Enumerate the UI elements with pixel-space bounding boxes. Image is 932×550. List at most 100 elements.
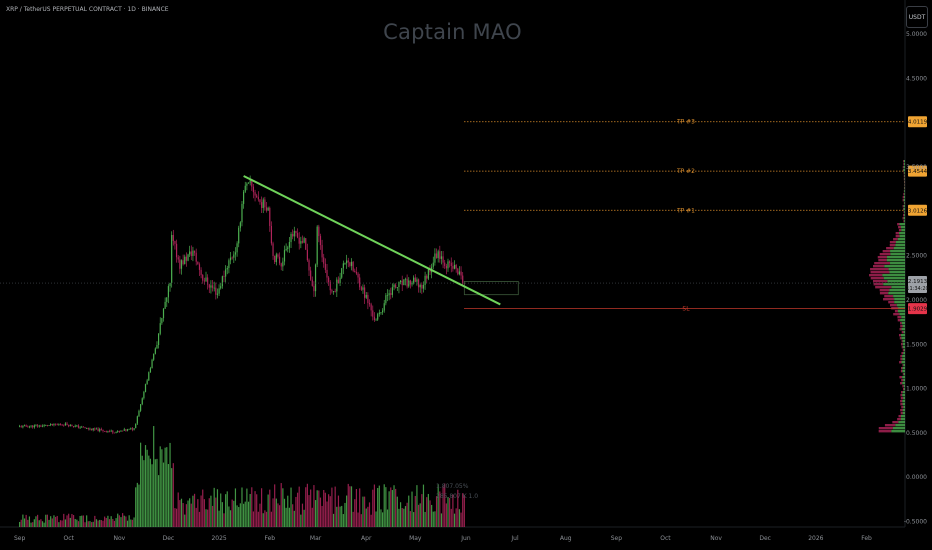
- volume-bar: [287, 495, 289, 527]
- price-tick-label: 4.5000: [906, 76, 927, 83]
- profile-bar-buy: [894, 301, 905, 304]
- candle-body: [246, 183, 248, 186]
- profile-bar-buy: [889, 271, 905, 274]
- candle-body: [66, 423, 68, 426]
- volume-bar: [442, 486, 444, 527]
- profile-bar-buy: [903, 169, 905, 172]
- volume-bar: [409, 511, 411, 527]
- profile-bar-buy: [901, 229, 905, 232]
- candle-body: [131, 428, 134, 430]
- volume-bar: [426, 497, 428, 527]
- candle-body: [48, 425, 50, 426]
- volume-bar: [169, 442, 171, 527]
- candle-body: [77, 425, 80, 428]
- profile-bar-sell: [900, 367, 903, 370]
- volume-bar: [352, 511, 354, 527]
- candle-body: [251, 180, 253, 187]
- time-tick-label: 2025: [211, 535, 226, 542]
- volume-bar: [308, 495, 310, 527]
- volume-bar: [174, 508, 176, 527]
- candle-body: [182, 260, 184, 265]
- profile-bar-sell: [902, 208, 904, 211]
- candle-body: [323, 257, 325, 264]
- volume-bar: [386, 509, 389, 527]
- time-axis: Sep Oct Nov Dec 2025 Feb Mar Apr May Jun Jul Aug Sep…: [14, 535, 872, 542]
- price-tick-label: -0.5000: [904, 519, 927, 526]
- volume-bar: [437, 484, 439, 527]
- profile-bar-sell: [903, 163, 905, 166]
- volume-bar: [63, 513, 65, 527]
- volume-bar: [398, 508, 400, 527]
- candle-body: [434, 253, 436, 263]
- candle-body: [364, 287, 366, 298]
- current-price-badge: [908, 276, 927, 294]
- candle-body: [151, 359, 153, 369]
- volume-bar: [185, 504, 187, 527]
- level-label: TP #3: [676, 119, 695, 126]
- volume-bar: [74, 518, 76, 527]
- candle-body: [97, 428, 99, 432]
- volume-bar: [43, 522, 45, 527]
- profile-bar-buy: [899, 223, 905, 226]
- volume-bar: [293, 510, 295, 527]
- profile-bar-buy: [891, 430, 905, 433]
- profile-bar-buy: [886, 259, 905, 262]
- candle-body: [368, 302, 371, 305]
- candle-body: [355, 271, 358, 274]
- candle-body: [396, 287, 398, 288]
- volume-bar: [439, 491, 441, 527]
- candle-body: [308, 260, 310, 271]
- volume-bar: [429, 500, 431, 527]
- profile-bar-buy: [904, 175, 905, 178]
- candle-body: [200, 269, 202, 275]
- candle-body: [51, 423, 53, 426]
- profile-bar-sell: [902, 364, 904, 367]
- profile-bar-sell: [892, 421, 899, 424]
- volume-bar: [257, 511, 259, 527]
- candle-body: [383, 303, 385, 311]
- volume-bar: [404, 506, 407, 527]
- candle-body: [305, 238, 307, 250]
- profile-bar-sell: [872, 280, 888, 283]
- candle-body: [112, 430, 114, 433]
- volume-bar: [381, 512, 384, 527]
- volume-bar: [383, 484, 385, 527]
- volume-bar: [254, 491, 256, 527]
- volume-bar: [200, 495, 202, 527]
- candle-body: [120, 430, 122, 432]
- volume-bar: [153, 426, 155, 527]
- profile-bar-buy: [904, 193, 905, 196]
- candle-body: [22, 425, 24, 428]
- profile-bar-sell: [897, 223, 900, 226]
- volume-bar: [213, 487, 215, 527]
- volume-bar: [33, 519, 35, 527]
- time-tick-label: Jul: [510, 535, 519, 542]
- profile-bar-buy: [904, 187, 905, 190]
- volume-bar: [283, 498, 286, 527]
- profile-bar-buy: [903, 373, 905, 376]
- volume-bar: [416, 485, 418, 527]
- volume-bar: [274, 484, 276, 527]
- profile-bar-sell: [878, 430, 892, 433]
- volume-bar: [346, 495, 348, 527]
- candle-body: [213, 287, 215, 289]
- volume-bar: [310, 489, 312, 527]
- volume-bar: [463, 495, 465, 527]
- candle-body: [104, 430, 106, 432]
- candle-body: [339, 277, 341, 284]
- candle-body: [226, 267, 228, 270]
- profile-bar-buy: [902, 358, 905, 361]
- candle-body: [453, 264, 456, 269]
- volume-bar: [138, 484, 140, 527]
- volume-bar: [143, 460, 145, 527]
- candle-body: [257, 197, 259, 200]
- volume-bar: [104, 516, 106, 527]
- profile-bar-buy: [890, 262, 905, 265]
- volume-bar: [462, 493, 464, 527]
- currency-button[interactable]: USDT: [906, 6, 928, 28]
- candle-body: [424, 275, 426, 285]
- profile-bar-buy: [902, 367, 905, 370]
- profile-bar-buy: [889, 289, 905, 292]
- volume-bar: [239, 503, 241, 527]
